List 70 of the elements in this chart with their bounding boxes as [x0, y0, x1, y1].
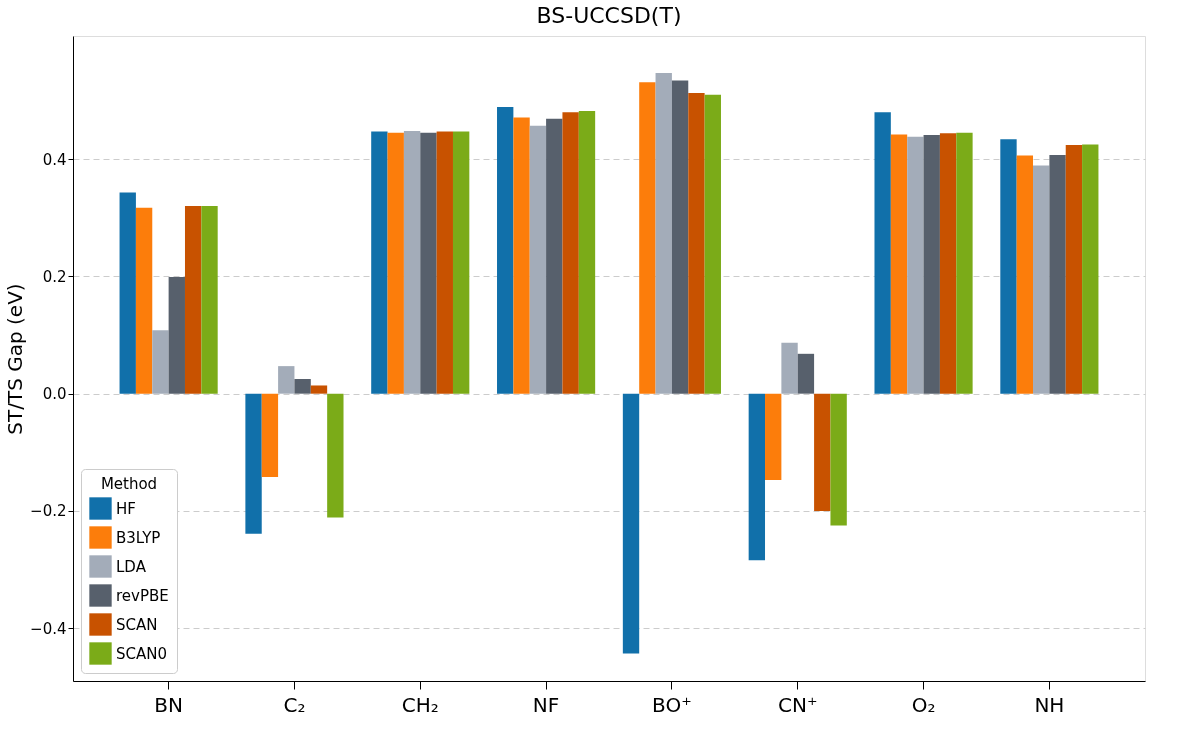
bar [939, 133, 957, 394]
y-axis-title: ST/TS Gap (eV) [3, 283, 28, 435]
bar [1049, 155, 1066, 394]
bar [135, 207, 153, 394]
bar [655, 72, 672, 394]
y-tick-label: 0.2 [42, 267, 67, 286]
bar [152, 330, 169, 394]
bar [907, 136, 924, 394]
y-tick-label: 0.4 [42, 150, 67, 169]
bar [781, 342, 798, 394]
bar [403, 130, 421, 394]
legend-label: SCAN0 [116, 644, 168, 663]
bar [327, 393, 344, 518]
bar [513, 117, 530, 394]
bar [119, 192, 136, 394]
bar [261, 393, 279, 477]
bar [814, 393, 831, 511]
bar [1082, 144, 1099, 394]
bar [184, 206, 202, 394]
bar [546, 118, 563, 394]
bar [497, 106, 514, 394]
x-tick-label: BN [154, 692, 183, 717]
bar [830, 393, 847, 526]
x-tick-label: CH₂ [401, 692, 439, 717]
bar [1016, 155, 1034, 394]
x-tick-label: O₂ [911, 692, 936, 717]
chart-title: BS-UCCSD(T) [536, 3, 682, 28]
legend-label: HF [116, 499, 136, 518]
x-tick-label: C₂ [283, 692, 306, 717]
bar [245, 393, 262, 534]
bar [452, 131, 470, 394]
bar [704, 94, 721, 394]
bar [956, 132, 973, 394]
y-tick-label: −0.2 [30, 502, 67, 521]
x-tick-label: NF [532, 692, 560, 717]
bar [578, 111, 596, 394]
y-tick-label: 0.0 [42, 385, 67, 404]
bar [639, 82, 656, 394]
bar [797, 353, 815, 394]
legend-label: revPBE [116, 586, 169, 605]
bar [671, 80, 689, 394]
bar [310, 385, 328, 394]
legend-label: LDA [116, 557, 147, 576]
x-tick-label: NH [1034, 692, 1065, 717]
x-tick-label: CN⁺ [777, 692, 818, 717]
bar [622, 393, 640, 654]
bar [562, 112, 579, 394]
bar [890, 134, 908, 394]
bar [529, 125, 547, 394]
legend-title: Method [100, 475, 158, 493]
bar [201, 206, 218, 394]
bar [1033, 165, 1050, 394]
y-tick-label: −0.4 [30, 619, 67, 638]
bar [294, 379, 311, 394]
bar [1065, 145, 1083, 394]
legend-label: SCAN [116, 615, 158, 634]
bar [278, 366, 295, 394]
legend-label: B3LYP [116, 528, 161, 547]
bar [1000, 139, 1017, 394]
x-tick-label: BO⁺ [652, 692, 692, 717]
bar [420, 132, 437, 394]
bar [168, 277, 185, 394]
bar [387, 132, 404, 394]
bar [371, 131, 388, 394]
bar [765, 393, 782, 480]
bar [748, 393, 766, 561]
bar [436, 131, 453, 394]
bar [923, 135, 940, 394]
bar [874, 112, 891, 394]
bar [688, 92, 705, 394]
